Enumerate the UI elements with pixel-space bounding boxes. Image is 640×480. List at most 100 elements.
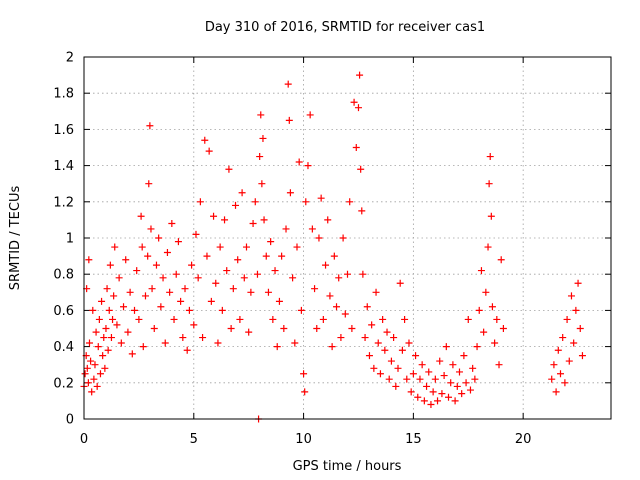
data-point [354,104,362,112]
data-point [487,212,495,220]
data-point [491,339,499,347]
data-point [396,279,404,287]
data-point [482,288,490,296]
data-point [271,267,279,275]
data-point [269,315,277,323]
data-point [493,315,501,323]
data-point [225,165,233,173]
data-point [89,306,97,314]
data-point [431,375,439,383]
data-point [293,243,301,251]
data-point [85,339,93,347]
data-point [401,315,409,323]
y-tick-labels: 0 0.2 0.4 0.6 0.8 1 1.2 1.4 1.6 1.8 2 [53,51,74,428]
data-point [559,334,567,342]
data-point [383,328,391,336]
data-point [101,364,109,372]
data-point [81,370,89,378]
data-point [212,279,220,287]
data-point [159,274,167,282]
data-point [139,343,147,351]
data-point [453,382,461,390]
data-point [144,252,152,260]
data-point [352,144,360,151]
data-point [565,357,573,365]
data-point [163,248,171,256]
x-tick-label: 15 [405,432,422,447]
y-tick-label: 0.6 [53,304,74,319]
data-point [120,303,128,311]
data-point [106,261,114,269]
data-point [259,134,267,142]
data-point [227,325,235,332]
data-point [113,321,121,329]
data-point [574,279,582,287]
data-point [238,189,246,197]
data-point [221,216,229,224]
data-point [464,315,472,323]
data-point [572,306,580,314]
data-point [548,375,556,383]
data-point [438,390,446,398]
data-point [357,165,365,173]
data-point [88,388,96,396]
data-point [390,334,398,342]
data-point [405,339,413,347]
data-point [251,198,259,206]
data-point [427,401,435,409]
data-point [455,368,463,376]
data-point [124,328,132,336]
plot-frame [83,56,612,420]
data-point [284,80,292,88]
data-point [429,388,437,396]
y-tick-label: 0.8 [53,268,74,283]
data-point [295,158,303,166]
data-point [486,153,494,161]
data-point [218,306,226,314]
data-point [148,285,156,293]
data-point [107,334,115,342]
data-point [445,393,453,401]
data-point [326,292,334,300]
data-point [138,243,146,251]
data-point [87,357,95,365]
data-point [245,328,253,336]
data-point [458,390,466,398]
data-point [425,368,433,376]
data-point [257,111,265,119]
data-point [328,343,336,351]
data-point [216,243,224,251]
data-point [392,382,400,390]
data-point [578,352,586,360]
data-point [141,292,149,300]
data-point [203,252,211,260]
data-point [135,315,143,323]
data-point [552,388,560,396]
data-point [223,267,231,275]
data-point [473,343,481,351]
data-point [264,288,272,296]
data-point [317,194,325,202]
data-point [330,252,338,260]
data-point [356,71,364,79]
data-point [335,274,343,282]
data-point [282,225,290,233]
data-point [177,297,185,305]
grid [84,57,611,419]
y-tick-label: 0 [66,413,74,428]
data-point [181,285,189,293]
data-point [232,201,240,209]
data-point [322,261,330,269]
y-tick-label: 2 [66,51,74,66]
data-point [210,212,218,220]
data-point [376,370,384,378]
y-tick-label: 1 [66,232,74,247]
data-point [324,216,332,224]
y-axis-title: SRMTID / TECUs [8,186,23,291]
data-points [80,71,586,423]
data-point [105,306,113,314]
data-point [131,306,139,314]
data-point [301,388,309,396]
data-point [311,285,319,293]
